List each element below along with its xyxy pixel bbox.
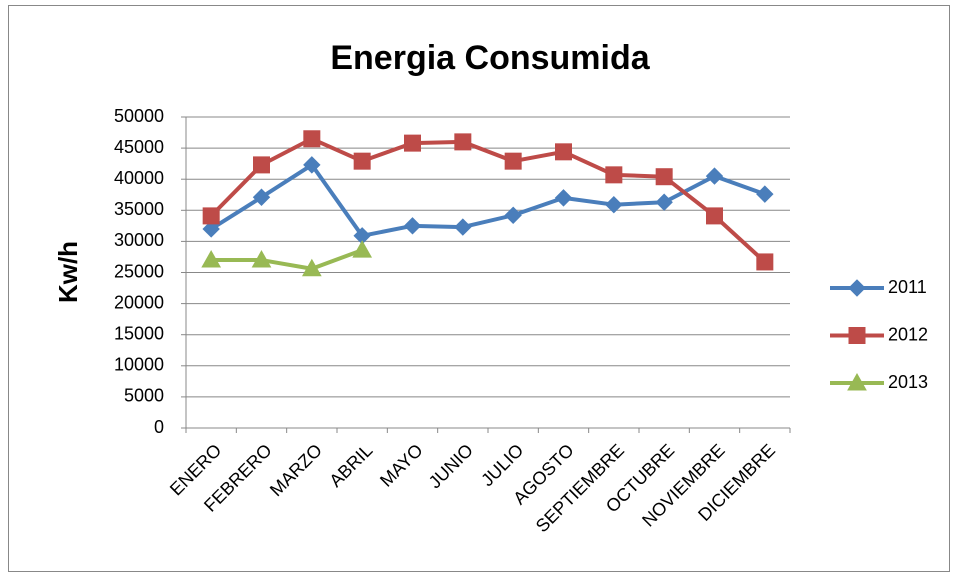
y-tick-label: 25000 <box>114 261 164 281</box>
data-point <box>756 253 774 271</box>
data-point <box>251 250 272 268</box>
y-tick-label: 35000 <box>114 199 164 219</box>
legend-label: 2012 <box>888 324 928 344</box>
y-tick-label: 15000 <box>114 323 164 343</box>
data-point <box>202 207 220 225</box>
data-point <box>555 143 572 161</box>
data-point <box>554 189 573 207</box>
data-point <box>756 185 774 203</box>
series-line <box>210 162 766 238</box>
data-point <box>353 152 371 170</box>
data-point <box>454 218 472 236</box>
data-point <box>655 168 673 186</box>
legend-marker <box>848 279 866 297</box>
data-point <box>201 250 222 268</box>
data-point <box>303 156 321 174</box>
y-tick-label: 5000 <box>124 386 164 406</box>
data-point <box>706 207 723 225</box>
data-point <box>705 167 724 185</box>
data-point <box>605 195 623 214</box>
legend-label: 2013 <box>888 372 928 392</box>
y-tick-label: 30000 <box>114 230 164 250</box>
data-point <box>303 130 321 148</box>
chart-title: Energia Consumida <box>330 39 650 77</box>
data-point <box>252 188 271 206</box>
data-point <box>504 206 522 224</box>
y-tick-label: 0 <box>154 417 164 437</box>
y-tick-label: 10000 <box>114 355 164 375</box>
legend-marker <box>847 372 867 391</box>
legend-marker <box>848 327 866 344</box>
y-tick-label: 50000 <box>114 106 164 126</box>
series-line <box>211 248 363 271</box>
data-point <box>655 193 673 211</box>
data-point <box>352 240 373 258</box>
data-point <box>202 220 220 238</box>
chart-frame <box>8 5 950 572</box>
data-point <box>403 217 422 235</box>
data-point <box>404 134 421 152</box>
y-axis-label: Kw/h <box>53 241 83 303</box>
data-point <box>454 133 472 151</box>
legend-label: 2011 <box>888 277 927 297</box>
y-tick-label: 20000 <box>114 292 164 312</box>
y-tick-label: 45000 <box>114 137 164 157</box>
data-point <box>504 152 522 170</box>
data-point <box>605 166 623 184</box>
data-point <box>253 156 270 174</box>
y-tick-label: 40000 <box>114 168 164 188</box>
data-point <box>301 258 322 277</box>
